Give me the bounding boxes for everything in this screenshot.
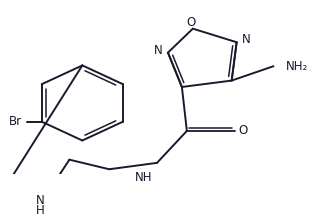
Text: N: N: [242, 33, 251, 46]
Text: NH: NH: [135, 171, 152, 184]
Text: O: O: [186, 16, 196, 29]
Text: Br: Br: [9, 115, 22, 128]
Text: NH₂: NH₂: [285, 60, 308, 73]
Text: N: N: [36, 194, 44, 207]
Text: O: O: [238, 124, 247, 137]
Text: H: H: [36, 204, 44, 217]
Text: N: N: [154, 44, 162, 57]
